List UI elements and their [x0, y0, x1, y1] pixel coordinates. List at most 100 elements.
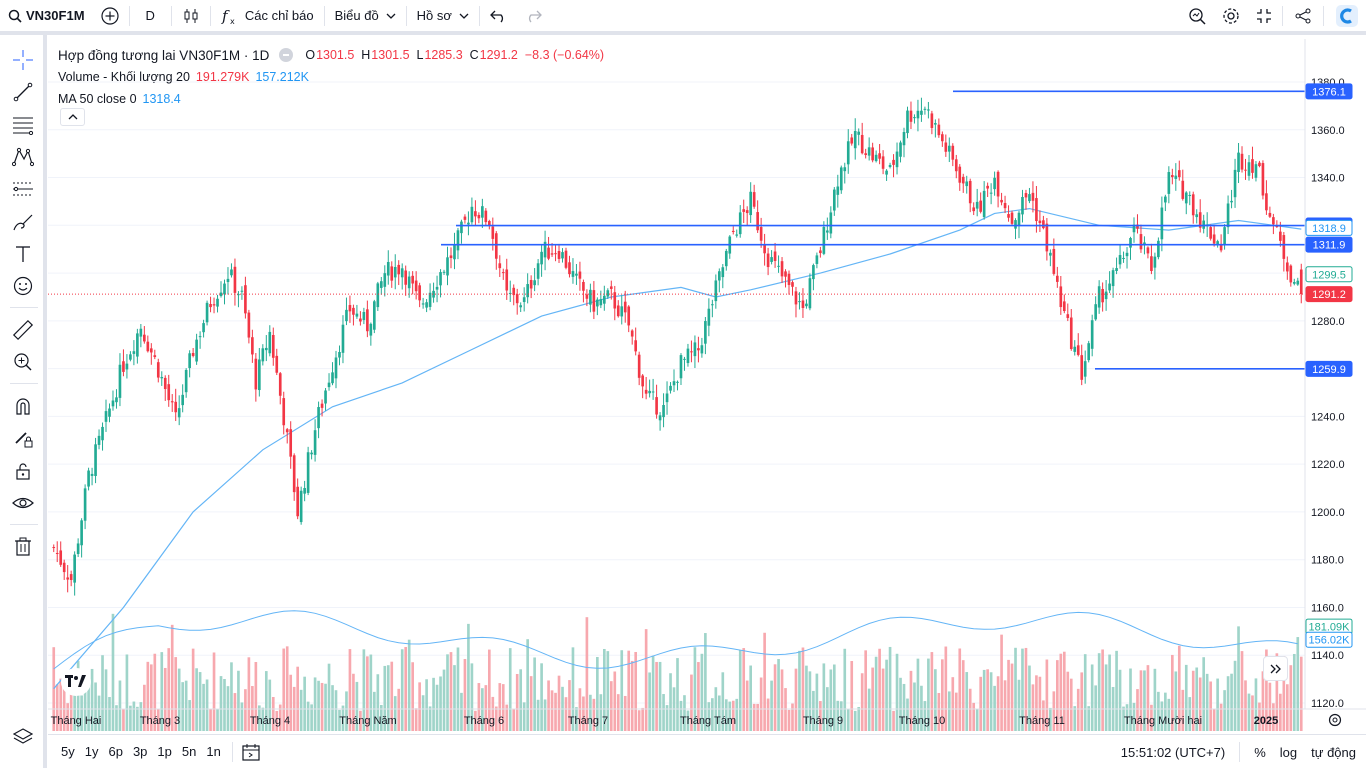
volume-bar	[285, 646, 289, 731]
projection-tool[interactable]	[9, 175, 37, 203]
percent-scale-toggle[interactable]: %	[1254, 744, 1266, 760]
trendline-icon	[13, 82, 33, 102]
time-axis[interactable]: Tháng Hai Tháng 3 Tháng 4 Tháng Năm Tháng 6 T…	[48, 708, 1366, 727]
timeframe-5y[interactable]: 5y	[61, 744, 75, 759]
settings-button[interactable]	[1214, 0, 1248, 31]
volume-bar	[515, 673, 519, 731]
axis-settings-icon[interactable]	[1328, 713, 1342, 727]
lock-drawings-tool[interactable]	[9, 457, 37, 485]
fullscreen-button[interactable]	[1248, 0, 1280, 31]
app-logo-button[interactable]	[1326, 0, 1366, 31]
candle-body	[867, 147, 871, 156]
chart-menu-button[interactable]: Biểu đồ	[327, 0, 404, 31]
redo-button[interactable]	[516, 0, 550, 31]
candle-body	[1223, 227, 1226, 245]
ma-legend[interactable]: MA 50 close 0 1318.4	[58, 88, 604, 110]
hide-drawings-tool[interactable]	[9, 489, 37, 517]
quick-search-button[interactable]	[1180, 0, 1214, 31]
tradingview-logo[interactable]	[61, 668, 91, 696]
volume-bar	[1108, 654, 1111, 731]
volume-bar	[526, 639, 529, 731]
log-scale-toggle[interactable]: log	[1279, 744, 1298, 760]
timeframe-3m[interactable]: 3p	[132, 744, 148, 759]
clock[interactable]: 15:51:02 (UTC+7)	[1120, 744, 1226, 760]
candle-body	[1261, 163, 1265, 196]
measure-tool[interactable]	[9, 316, 37, 344]
interval-button[interactable]: D	[132, 0, 169, 31]
candle-body	[59, 550, 63, 565]
goto-date-icon[interactable]	[241, 742, 261, 762]
series-title: Hợp đồng tương lai VN30F1M · 1D	[58, 47, 270, 63]
volume-bar	[1101, 649, 1104, 731]
remove-drawings-tool[interactable]	[9, 533, 37, 561]
timeframe-1m[interactable]: 1p	[157, 744, 172, 759]
market-status-icon[interactable]	[279, 48, 294, 62]
volume-bar	[348, 649, 352, 731]
volume-bar	[1146, 665, 1150, 731]
bottom-toolbar: 5y 1y 6p 3p 1p 5n 1n 15:51:02 (UTC+7) % …	[48, 734, 1366, 768]
keep-drawing-tool[interactable]	[9, 424, 37, 452]
magnet-tool[interactable]	[9, 392, 37, 420]
volume-bar	[731, 700, 735, 731]
brush-tool[interactable]	[9, 208, 37, 236]
chart-type-button[interactable]	[174, 0, 208, 31]
price-chart[interactable]: 1380.01360.01340.01320.01300.01280.01260…	[48, 39, 1366, 734]
candle-body	[1216, 241, 1219, 245]
emoji-tool[interactable]	[9, 272, 37, 300]
candle-body	[1157, 240, 1160, 258]
scroll-to-realtime-button[interactable]	[1263, 656, 1288, 681]
volume-bar	[435, 684, 439, 731]
divider	[1239, 742, 1241, 762]
candle-body	[798, 301, 801, 303]
candle-body	[512, 287, 516, 296]
volume-bar	[1122, 706, 1125, 731]
volume-bar	[582, 696, 585, 731]
horizontal-lines[interactable]	[48, 90, 1305, 370]
trendline-tool[interactable]	[9, 78, 37, 106]
zoom-in-tool[interactable]	[9, 348, 37, 376]
candle-body	[651, 391, 655, 393]
symbol-search-button[interactable]: VN30F1M	[0, 0, 93, 31]
share-button[interactable]	[1285, 0, 1321, 31]
profile-menu-button[interactable]: Hồ sơ	[409, 0, 477, 31]
volume-legend[interactable]: Volume - Khối lượng 20 191.279K 157.212K	[58, 66, 604, 88]
candle-body	[118, 364, 122, 398]
volume-bar	[913, 682, 916, 731]
volume-bar	[791, 703, 794, 731]
candle-body	[188, 353, 191, 369]
candle-body	[1038, 220, 1042, 224]
pattern-tool[interactable]	[9, 143, 37, 171]
candle-body	[306, 452, 310, 493]
volume-bar	[554, 692, 557, 731]
timeframe-1d[interactable]: 1n	[206, 744, 221, 759]
candle-body	[474, 211, 477, 217]
crosshair-tool[interactable]	[9, 46, 37, 74]
candle-body	[111, 400, 115, 407]
object-tree-button[interactable]	[9, 723, 37, 751]
collapse-legend-button[interactable]	[60, 108, 85, 126]
volume-bar	[341, 705, 345, 731]
price-axis[interactable]: 1380.01360.01340.01320.01300.01280.01260…	[1304, 39, 1353, 710]
candle-body	[909, 110, 913, 122]
volume-bar	[101, 655, 104, 731]
volume-bar	[1181, 689, 1185, 731]
divider	[170, 5, 172, 26]
chart-menu-label: Biểu đồ	[334, 8, 379, 23]
fib-tool[interactable]	[9, 111, 37, 139]
volume-bar	[993, 685, 996, 731]
candle-body	[1146, 247, 1150, 254]
auto-scale-toggle[interactable]: tự động	[1311, 744, 1356, 760]
volume-bar	[376, 674, 380, 731]
candle-body	[993, 177, 996, 190]
timeframe-5d[interactable]: 5n	[181, 744, 197, 759]
compare-button[interactable]	[93, 0, 127, 31]
candle-body	[264, 347, 268, 351]
timeframe-1y[interactable]: 1y	[84, 744, 99, 759]
volume-bar	[268, 679, 272, 731]
candle-body	[94, 444, 97, 477]
timeframe-6m[interactable]: 6p	[108, 744, 123, 759]
text-tool[interactable]	[9, 240, 37, 268]
undo-icon	[490, 9, 508, 23]
undo-button[interactable]	[482, 0, 516, 31]
